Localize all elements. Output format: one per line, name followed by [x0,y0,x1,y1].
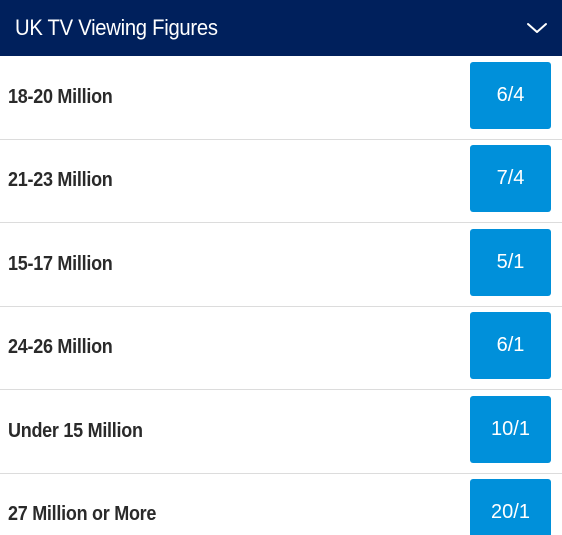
selection-row: 18-20 Million 6/4 [0,56,562,140]
odds-button[interactable]: 10/1 [470,395,551,463]
market-title: UK TV Viewing Figures [15,15,218,40]
selection-label: 18-20 Million [8,85,113,108]
selection-label: 15-17 Million [8,252,113,275]
selection-row: 24-26 Million 6/1 [0,307,562,390]
selection-row: 15-17 Million 5/1 [0,223,562,307]
odds-button[interactable]: 7/4 [470,145,551,213]
selection-row: Under 15 Million 10/1 [0,390,562,474]
selection-label: 24-26 Million [8,336,113,359]
odds-button[interactable]: 6/1 [470,312,551,380]
selection-row: 21-23 Million 7/4 [0,140,562,223]
odds-button[interactable]: 20/1 [470,479,551,535]
chevron-down-icon[interactable] [526,21,548,35]
market-header[interactable]: UK TV Viewing Figures [0,0,562,56]
selection-label: 27 Million or More [8,503,157,526]
odds-button[interactable]: 5/1 [470,228,551,296]
selection-list: 18-20 Million 6/4 21-23 Million 7/4 15-1… [0,56,562,535]
selection-row: 27 Million or More 20/1 [0,474,562,535]
selection-label: 21-23 Million [8,169,113,192]
selection-label: Under 15 Million [8,419,143,442]
odds-button[interactable]: 6/4 [470,61,551,129]
